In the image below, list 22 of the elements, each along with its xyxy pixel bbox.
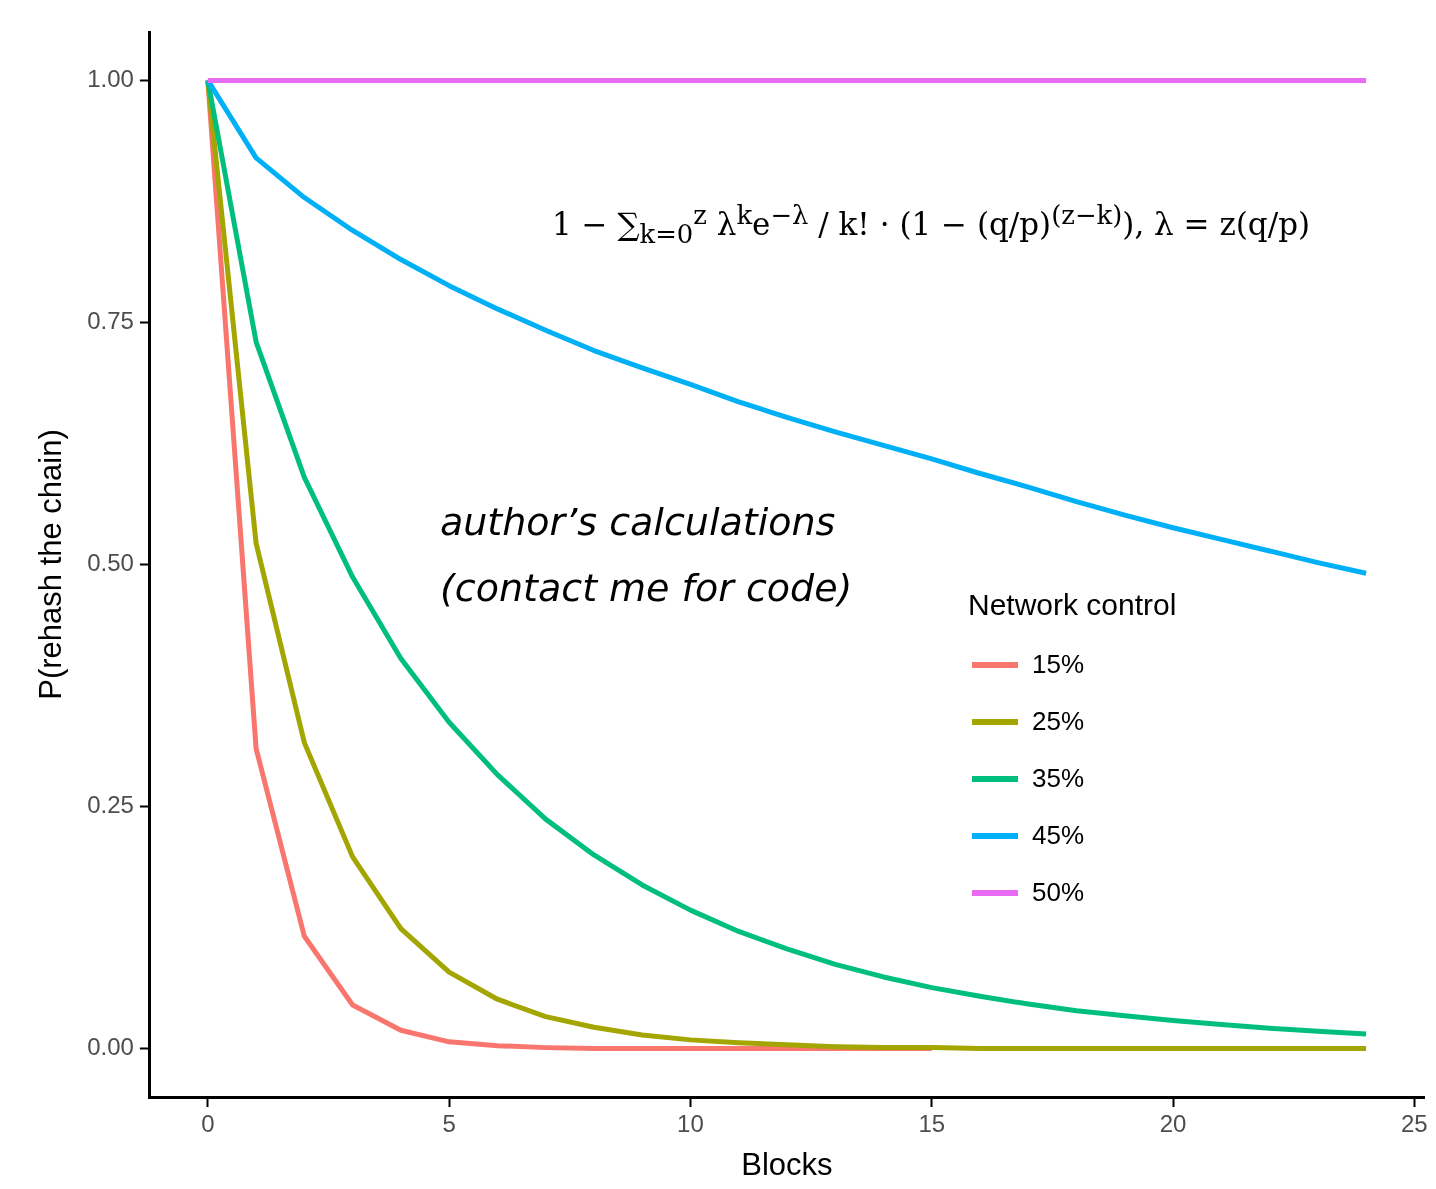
- y-tick-label: 0.25: [87, 791, 134, 819]
- x-tick-label: 15: [918, 1110, 946, 1138]
- annotation: author’s calculations: [440, 500, 836, 544]
- text: 1 − ∑$_{k=0}$$^{z}$ λ$^{k}$e$^{−λ}$ / k! · (1 − (q/p)$^{(z−k)}$), λ = z(q/p): [552, 200, 1311, 249]
- legend-label: 35%: [1032, 763, 1085, 794]
- annotation: (contact me for code): [440, 566, 853, 610]
- y-tick-label: 1.00: [87, 65, 134, 93]
- legend-label: 15%: [1032, 649, 1085, 680]
- x-tick-label: 10: [677, 1110, 704, 1138]
- x-tick-label: 20: [1159, 1110, 1187, 1138]
- legend-label: 25%: [1032, 706, 1085, 737]
- legend-title: Network control: [968, 588, 1177, 623]
- x-tick-label: 25: [1401, 1110, 1428, 1138]
- y-tick-label: 0.50: [87, 549, 134, 577]
- legend-label: 50%: [1032, 877, 1085, 908]
- y-tick-label: 0.00: [87, 1033, 134, 1061]
- x-tick-label: 0: [201, 1110, 215, 1138]
- y-axis-title: P(rehash the chain): [33, 429, 69, 700]
- x-tick-label: 5: [442, 1110, 456, 1138]
- legend-label: 45%: [1032, 820, 1085, 851]
- x-axis-title: Blocks: [741, 1146, 833, 1182]
- y-tick-label: 0.75: [87, 307, 134, 335]
